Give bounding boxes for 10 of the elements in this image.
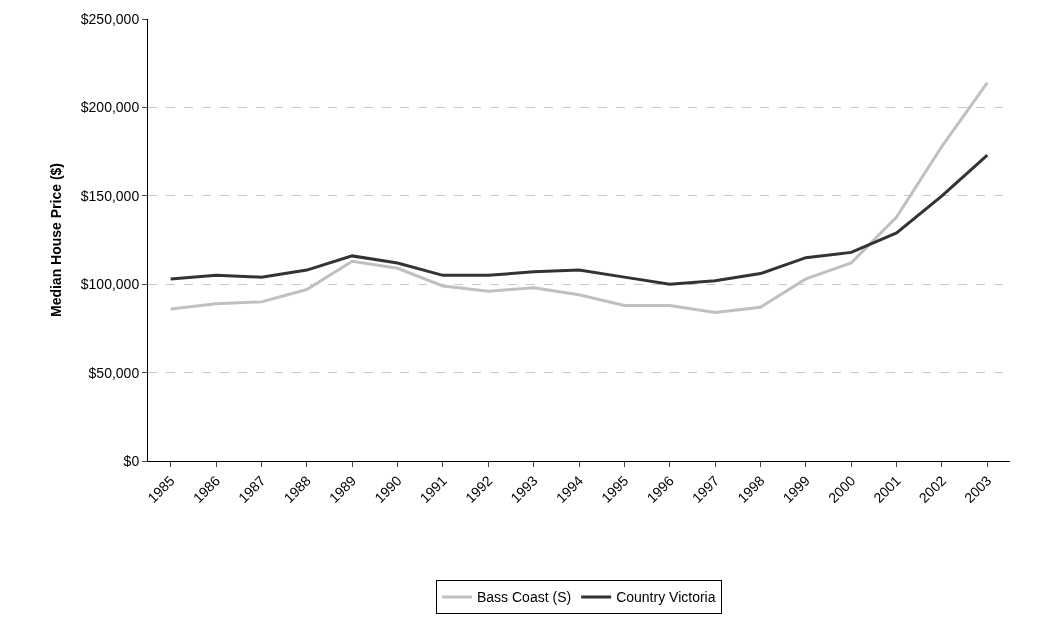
y-tick-label: $50,000 [88,364,140,381]
y-tick-label: $250,000 [80,10,140,27]
legend-label: Bass Coast (S) [477,589,572,606]
y-tick-label: $100,000 [80,276,140,293]
y-tick-label: $200,000 [80,99,140,116]
line-series [169,153,989,286]
y-axis-title: Median House Price ($) [48,162,65,318]
legend-label: Country Victoria [616,589,716,606]
y-tick-label: $150,000 [80,187,140,204]
y-tick-label: $0 [123,452,140,469]
